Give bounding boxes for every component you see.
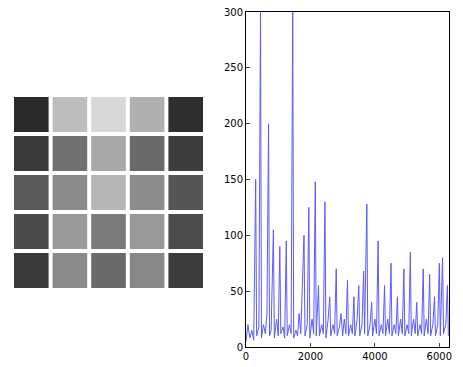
- svg-text:2000: 2000: [298, 351, 323, 362]
- svg-text:4000: 4000: [362, 351, 387, 362]
- svg-text:300: 300: [224, 7, 243, 18]
- svg-text:6000: 6000: [427, 351, 452, 362]
- svg-text:250: 250: [224, 62, 243, 73]
- svg-text:100: 100: [224, 230, 243, 241]
- svg-text:0: 0: [237, 342, 243, 353]
- svg-text:0: 0: [243, 351, 249, 362]
- svg-text:200: 200: [224, 118, 243, 129]
- svg-text:150: 150: [224, 174, 243, 185]
- svg-text:50: 50: [230, 286, 243, 297]
